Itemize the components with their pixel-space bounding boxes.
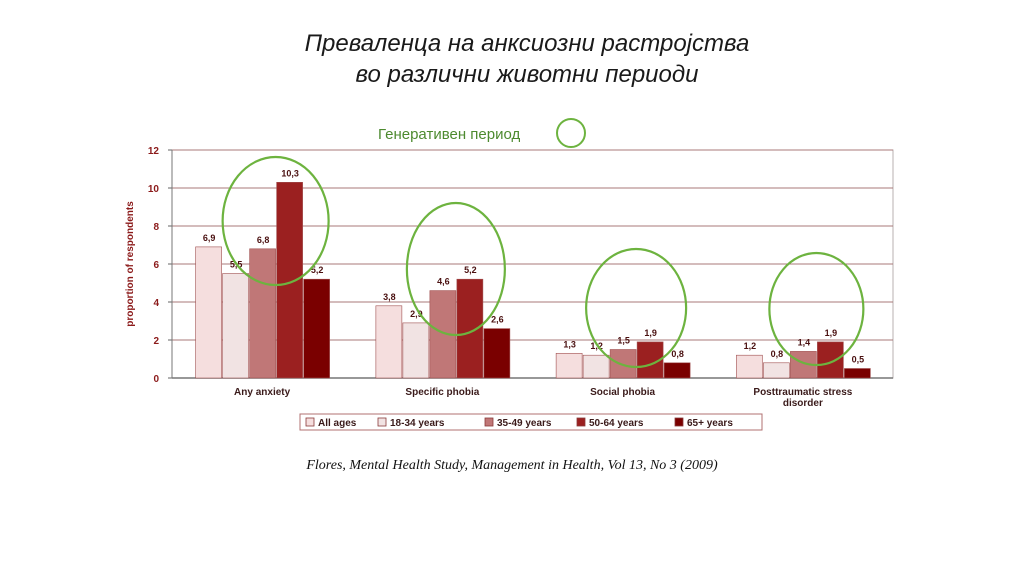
source-citation: Flores, Mental Health Study, Management … <box>306 458 718 473</box>
bar-value-label: 0,8 <box>671 349 684 359</box>
bar-value-label: 6,8 <box>257 235 270 245</box>
legend-label: 18-34 years <box>390 418 445 429</box>
bar <box>375 305 403 379</box>
title-line-1: Преваленца на анксиозни растројства <box>304 30 750 57</box>
bar-value-label: 4,6 <box>437 277 450 287</box>
highlight-ellipse <box>585 247 688 369</box>
legend-box <box>299 413 763 431</box>
bar-value-label: 1,9 <box>825 328 838 338</box>
bar-value-label: 1,5 <box>617 336 630 346</box>
bar-value-label: 5,2 <box>464 265 477 275</box>
y-tick-label: 10 <box>148 184 160 195</box>
legend-swatch <box>674 417 684 427</box>
highlight-ellipse <box>768 251 865 367</box>
highlight-ellipse <box>405 201 506 337</box>
bar <box>609 349 637 379</box>
bar-value-label: 10,3 <box>281 168 299 178</box>
legend-swatch <box>305 417 315 427</box>
bar <box>736 354 763 379</box>
bar <box>483 328 511 379</box>
bar <box>817 341 844 379</box>
bar <box>402 322 430 379</box>
annotation-label: Генеративен период <box>378 126 521 143</box>
bar-value-label: 2,6 <box>491 315 504 325</box>
bar <box>582 354 610 379</box>
y-axis-label: proportion of respondents <box>125 201 136 327</box>
legend-label: 65+ years <box>687 418 733 429</box>
x-tick-label: Any anxiety <box>234 387 291 398</box>
bar <box>429 290 457 379</box>
bar-value-label: 0,8 <box>771 349 784 359</box>
bar <box>555 352 583 379</box>
legend-label: 50-64 years <box>589 418 644 429</box>
bar <box>303 278 330 379</box>
highlight-ellipse <box>221 155 330 287</box>
bar-value-label: 2,9 <box>410 309 423 319</box>
bar <box>222 273 249 379</box>
bar <box>195 246 222 379</box>
legend-swatch <box>377 417 387 427</box>
y-tick-label: 0 <box>153 374 159 385</box>
bar-value-label: 1,2 <box>590 341 603 351</box>
bar-value-label: 6,9 <box>203 233 216 243</box>
x-tick-label: Social phobia <box>590 387 655 398</box>
title-line-2: во различни животни периоди <box>355 61 699 88</box>
legend-swatch <box>484 417 494 427</box>
bar-value-label: 1,9 <box>644 328 657 338</box>
bar <box>844 368 871 379</box>
legend-label: 35-49 years <box>497 418 552 429</box>
bar <box>276 182 303 379</box>
bar-value-label: 1,2 <box>744 341 757 351</box>
bar-value-label: 1,4 <box>798 337 811 347</box>
bar <box>663 362 691 379</box>
x-tick-label: Specific phobia <box>405 387 479 398</box>
bar <box>763 362 790 379</box>
bar-value-label: 5,2 <box>311 265 324 275</box>
x-tick-label: Posttraumatic stress <box>753 387 852 398</box>
bar <box>249 248 276 379</box>
bar-value-label: 3,8 <box>383 292 396 302</box>
legend-label: All ages <box>318 418 357 429</box>
slide-title: Преваленца на анксиозни растројства во р… <box>0 28 1024 90</box>
bar-value-label: 1,3 <box>563 339 576 349</box>
bar-value-label: 0,5 <box>852 355 865 365</box>
legend-swatch <box>576 417 586 427</box>
y-tick-label: 8 <box>153 222 159 233</box>
y-tick-label: 2 <box>153 336 159 347</box>
y-tick-label: 4 <box>153 298 159 309</box>
y-tick-label: 6 <box>153 260 159 271</box>
y-tick-label: 12 <box>148 146 160 157</box>
annotation-circle-icon <box>556 118 586 148</box>
x-tick-label: disorder <box>783 398 823 409</box>
